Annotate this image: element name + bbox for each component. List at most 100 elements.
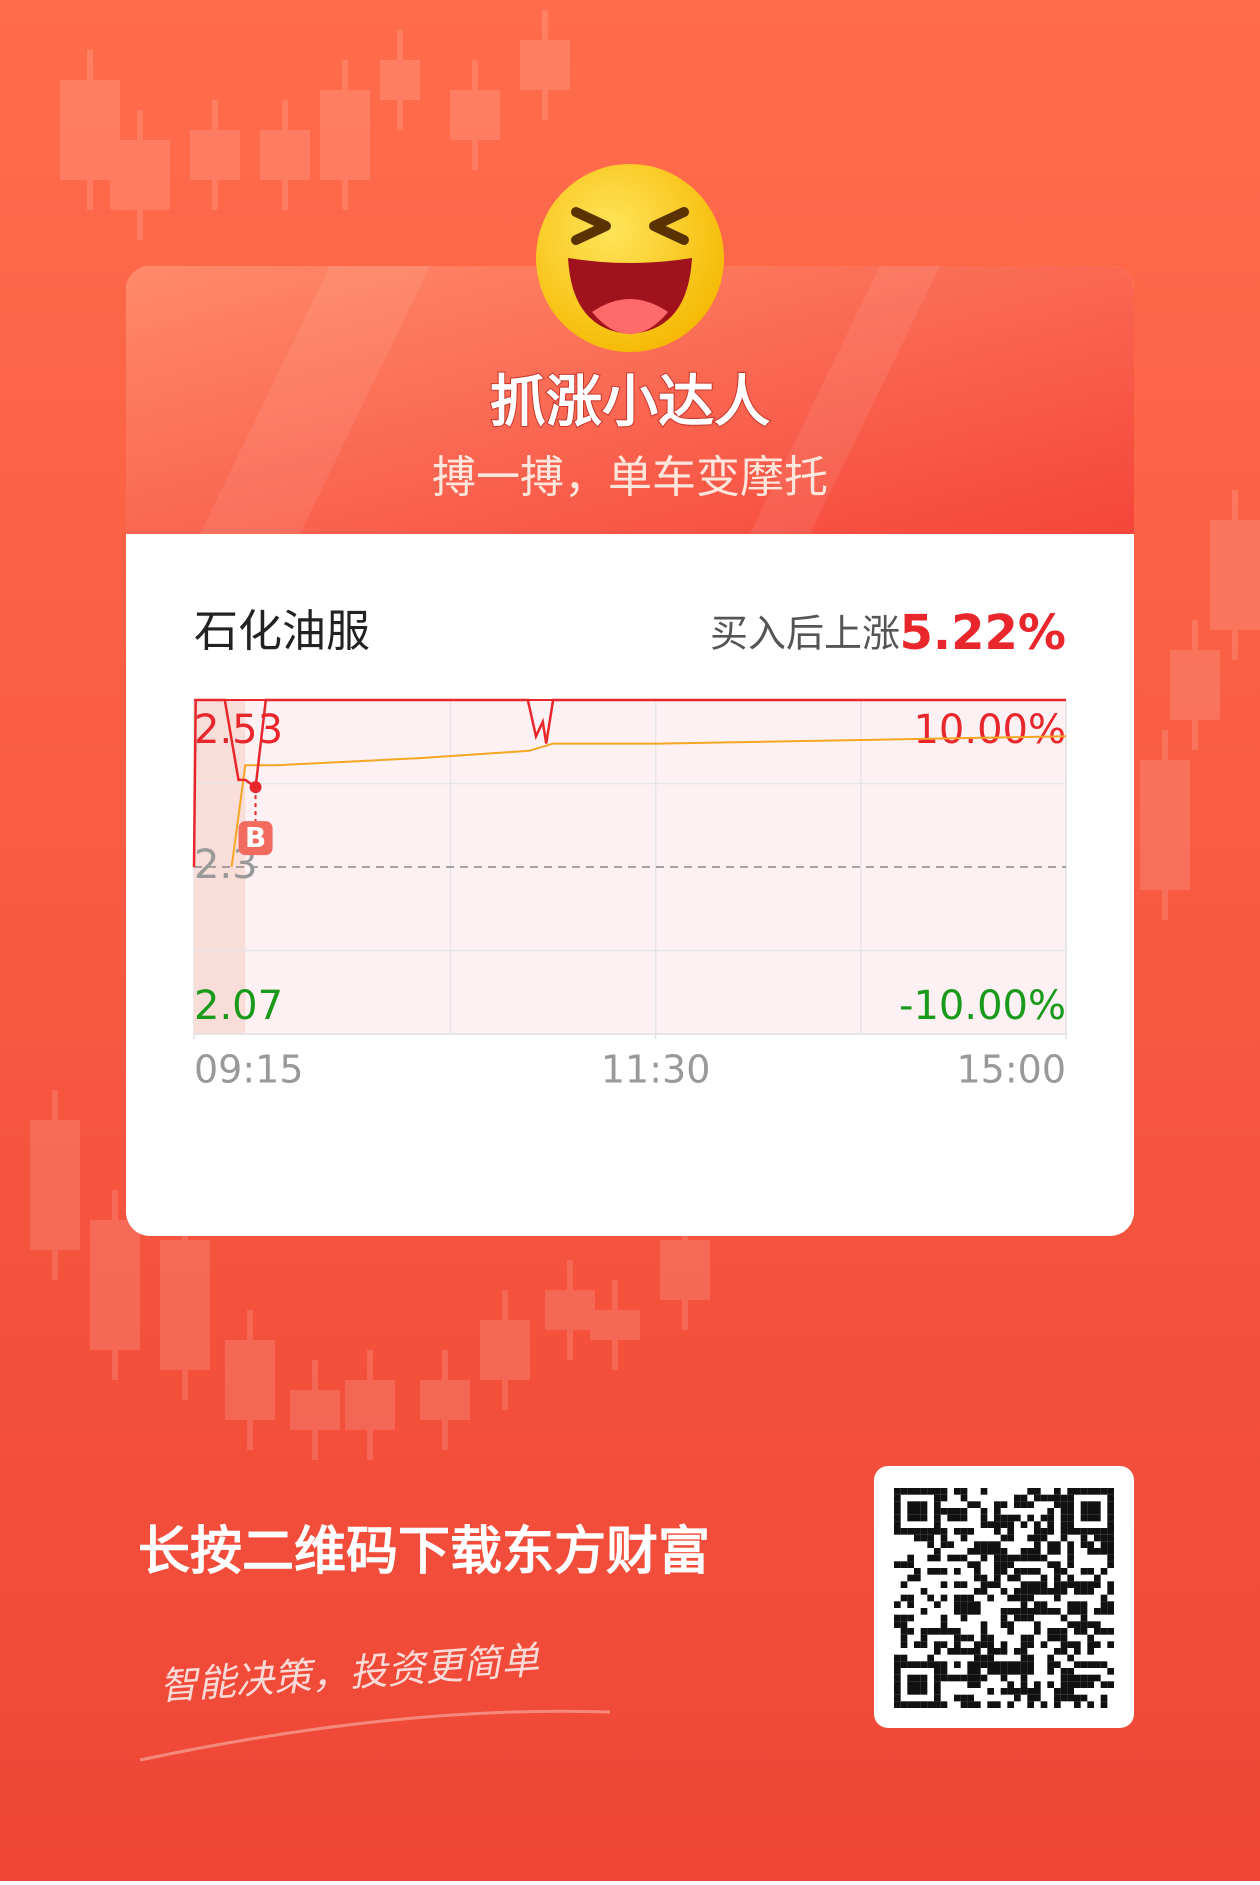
qr-module xyxy=(1060,1508,1068,1515)
qr-module xyxy=(914,1568,921,1575)
qr-module xyxy=(1047,1628,1054,1635)
qr-module xyxy=(960,1581,968,1588)
qr-module xyxy=(907,1501,914,1508)
qr-module xyxy=(967,1594,974,1602)
slogan-swoosh xyxy=(139,1709,611,1762)
qr-module xyxy=(1100,1594,1108,1602)
qr-module xyxy=(1094,1621,1101,1628)
qr-module xyxy=(1040,1494,1048,1502)
qr-module xyxy=(1047,1561,1054,1568)
qr-module xyxy=(1000,1688,1008,1695)
qr-module xyxy=(1094,1528,1101,1535)
qr-module xyxy=(934,1521,941,1528)
qr-module xyxy=(980,1574,988,1582)
qr-module xyxy=(1007,1681,1014,1688)
qr-module xyxy=(1007,1621,1014,1628)
qr-module xyxy=(1034,1581,1041,1588)
qr-module xyxy=(1107,1628,1114,1635)
qr-module xyxy=(1067,1641,1074,1648)
qr-module xyxy=(994,1501,1001,1508)
y-tick-label: 2.53 xyxy=(194,707,283,753)
qr-module xyxy=(1067,1554,1074,1562)
qr-module xyxy=(980,1641,988,1648)
qr-module xyxy=(1054,1568,1061,1575)
qr-module xyxy=(894,1508,901,1515)
qr-code[interactable] xyxy=(894,1488,1114,1708)
qr-module xyxy=(994,1521,1001,1528)
qr-module xyxy=(967,1634,974,1642)
qr-module xyxy=(1094,1628,1101,1635)
qr-module xyxy=(894,1501,901,1508)
qr-module xyxy=(927,1541,934,1548)
qr-module xyxy=(1080,1601,1088,1608)
qr-module xyxy=(1014,1594,1021,1602)
qr-module xyxy=(1100,1534,1108,1542)
qr-module xyxy=(1014,1614,1021,1622)
qr-module xyxy=(1020,1668,1028,1675)
qr-module xyxy=(934,1548,941,1555)
qr-module xyxy=(1034,1694,1041,1702)
candle-body xyxy=(1140,760,1190,890)
candle-wick xyxy=(282,100,288,210)
qr-module xyxy=(1080,1661,1088,1668)
qr-module xyxy=(920,1634,928,1642)
qr-module xyxy=(1060,1668,1068,1675)
candle-wick xyxy=(87,50,93,210)
qr-module xyxy=(1080,1541,1088,1548)
qr-module xyxy=(1020,1494,1028,1502)
qr-module xyxy=(1087,1634,1094,1642)
qr-module xyxy=(967,1668,974,1675)
qr-module xyxy=(1020,1688,1028,1695)
qr-module xyxy=(1040,1588,1048,1595)
qr-module xyxy=(1087,1588,1094,1595)
candle-body xyxy=(545,1290,595,1330)
qr-module xyxy=(960,1601,968,1608)
qr-module xyxy=(1067,1574,1074,1582)
qr-module xyxy=(1074,1648,1081,1655)
qr-module xyxy=(1100,1661,1108,1668)
qr-module xyxy=(1027,1634,1034,1642)
candle-body xyxy=(320,90,370,180)
x-tick-label: 11:30 xyxy=(601,1048,711,1092)
qr-module xyxy=(1047,1541,1054,1548)
qr-module xyxy=(1054,1581,1061,1588)
qr-module xyxy=(994,1661,1001,1668)
qr-module xyxy=(914,1501,921,1508)
qr-module xyxy=(980,1514,988,1522)
qr-module xyxy=(1107,1561,1114,1568)
qr-module xyxy=(1107,1494,1114,1502)
qr-module xyxy=(1060,1534,1068,1542)
qr-module xyxy=(927,1594,934,1602)
qr-module xyxy=(907,1601,914,1608)
qr-module xyxy=(894,1521,901,1528)
qr-module xyxy=(914,1528,921,1535)
qr-module xyxy=(907,1514,914,1522)
candle-wick xyxy=(312,1360,318,1460)
qr-module xyxy=(914,1674,921,1682)
qr-module xyxy=(940,1701,948,1708)
qr-module xyxy=(934,1628,941,1635)
qr-module xyxy=(1047,1514,1054,1522)
qr-module xyxy=(1000,1661,1008,1668)
qr-module xyxy=(1087,1674,1094,1682)
qr-module xyxy=(1020,1681,1028,1688)
qr-module xyxy=(1020,1581,1028,1588)
qr-module xyxy=(960,1614,968,1622)
qr-module xyxy=(1080,1608,1088,1615)
qr-module xyxy=(1014,1494,1021,1502)
qr-module xyxy=(994,1548,1001,1555)
qr-module xyxy=(1007,1528,1014,1535)
qr-module xyxy=(907,1594,914,1602)
qr-module xyxy=(987,1581,994,1588)
qr-module xyxy=(1007,1608,1014,1615)
qr-module xyxy=(1054,1548,1061,1555)
qr-module xyxy=(954,1581,961,1588)
candle-body xyxy=(60,80,120,180)
qr-module xyxy=(947,1628,954,1635)
qr-module xyxy=(900,1488,908,1495)
qr-module xyxy=(920,1528,928,1535)
qr-module xyxy=(1060,1501,1068,1508)
qr-module xyxy=(1007,1668,1014,1675)
qr-module xyxy=(960,1608,968,1615)
qr-module xyxy=(894,1674,901,1682)
